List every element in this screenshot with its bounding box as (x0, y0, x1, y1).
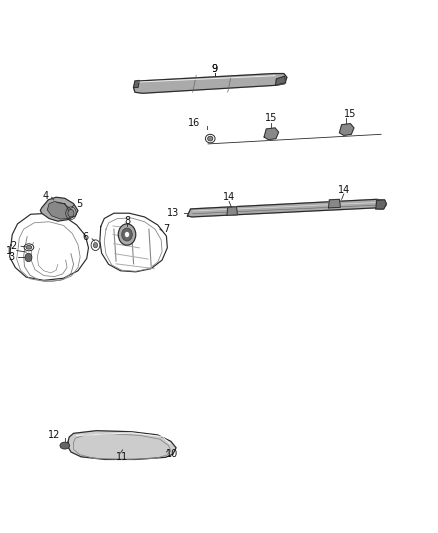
Polygon shape (276, 76, 286, 85)
Polygon shape (134, 80, 139, 87)
Text: 14: 14 (223, 192, 235, 202)
Text: 13: 13 (166, 208, 179, 217)
Ellipse shape (208, 136, 213, 141)
Text: 12: 12 (48, 431, 60, 440)
Text: 15: 15 (265, 114, 277, 123)
Polygon shape (187, 199, 386, 217)
Circle shape (125, 232, 129, 237)
Polygon shape (47, 201, 72, 219)
Ellipse shape (24, 244, 34, 251)
Text: 16: 16 (188, 118, 201, 127)
Ellipse shape (205, 134, 215, 143)
Text: 11: 11 (116, 453, 128, 462)
Ellipse shape (26, 245, 32, 249)
Polygon shape (227, 207, 237, 215)
Ellipse shape (60, 442, 70, 449)
Text: 9: 9 (212, 64, 218, 74)
Text: 10: 10 (166, 449, 178, 459)
Text: 15: 15 (344, 109, 357, 119)
Circle shape (25, 253, 32, 262)
Text: 14: 14 (338, 185, 350, 195)
Circle shape (91, 240, 100, 251)
Circle shape (93, 243, 98, 248)
Text: 6: 6 (82, 232, 88, 242)
Polygon shape (339, 124, 354, 135)
Text: 7: 7 (163, 224, 169, 234)
Polygon shape (134, 74, 287, 93)
Text: 1: 1 (6, 246, 12, 255)
Text: 5: 5 (77, 199, 83, 209)
Text: 4: 4 (43, 191, 49, 201)
Circle shape (68, 209, 74, 217)
Polygon shape (40, 197, 78, 221)
Polygon shape (264, 128, 279, 140)
Circle shape (118, 224, 136, 245)
Circle shape (122, 228, 132, 241)
Polygon shape (328, 199, 340, 208)
Polygon shape (68, 431, 176, 459)
Text: 2: 2 (11, 241, 17, 251)
Text: 8: 8 (124, 216, 130, 225)
Polygon shape (376, 200, 386, 209)
Text: 3: 3 (8, 253, 14, 262)
Text: 9: 9 (212, 64, 218, 74)
